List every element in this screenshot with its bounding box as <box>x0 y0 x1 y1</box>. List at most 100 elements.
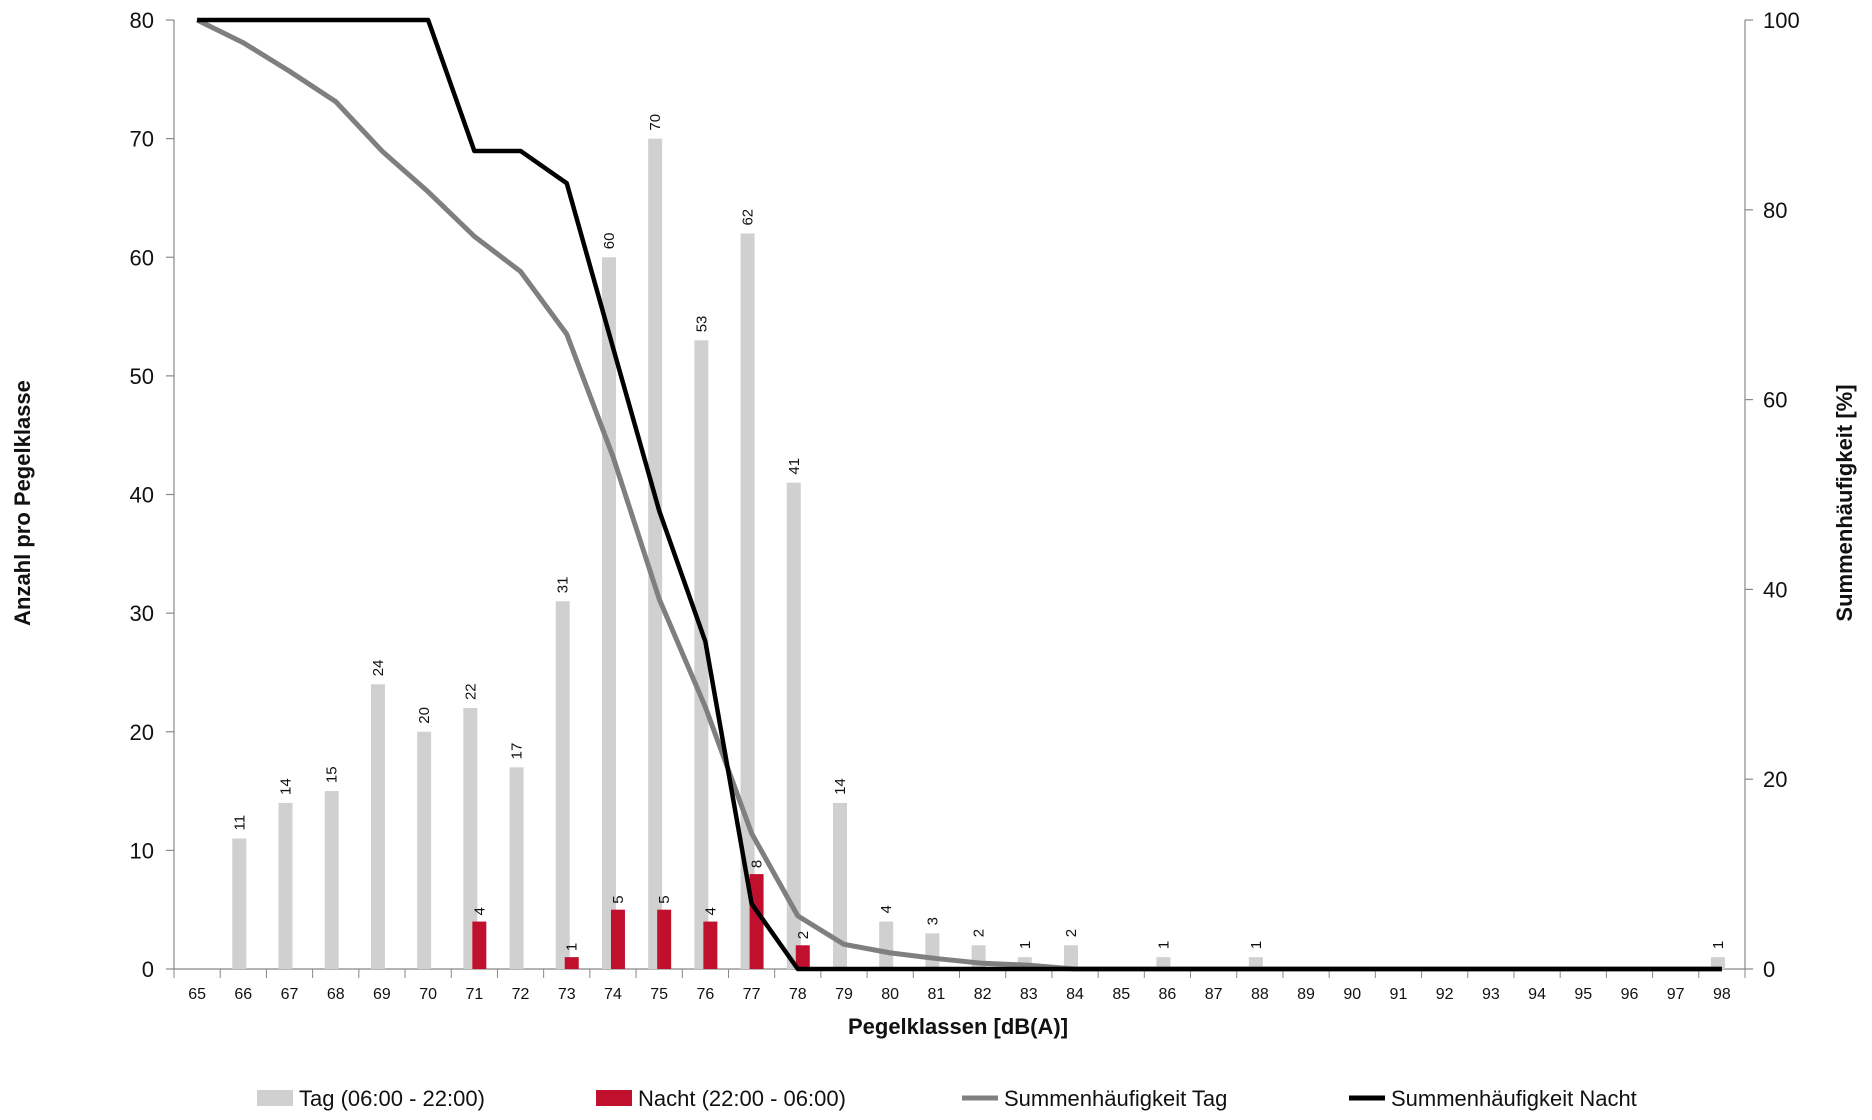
y2-tick-label: 20 <box>1763 767 1787 792</box>
bar-nacht <box>564 957 579 969</box>
bar-tag-value-label: 62 <box>740 209 757 226</box>
x-tick-label: 84 <box>1066 986 1084 1003</box>
bar-tag <box>463 708 478 969</box>
bar-nacht-value-label: 4 <box>471 907 488 915</box>
bar-tag-value-label: 15 <box>324 766 341 783</box>
bar-tag-value-label: 1 <box>1155 941 1172 949</box>
x-tick-label: 82 <box>974 986 992 1003</box>
x-tick-label: 79 <box>835 986 853 1003</box>
bar-tag <box>232 838 247 969</box>
bar-tag <box>370 684 385 969</box>
x-tick-label: 98 <box>1713 986 1731 1003</box>
bar-tag <box>417 731 432 969</box>
x-tick-label: 96 <box>1621 986 1639 1003</box>
legend-label: Nacht (22:00 - 06:00) <box>638 1086 846 1111</box>
legend-item-summenhaeufigkeit-nacht: Summenhäufigkeit Nacht <box>1349 1086 1637 1111</box>
y-tick-label: 0 <box>142 957 154 982</box>
bar-tag-value-label: 11 <box>231 815 248 831</box>
bar-tag-value-label: 22 <box>462 683 479 700</box>
legend-item-tag: Tag (06:00 - 22:00) <box>257 1086 485 1111</box>
bar-tag <box>1156 957 1171 969</box>
legend-label: Summenhäufigkeit Nacht <box>1391 1086 1637 1111</box>
bar-tag-value-label: 14 <box>832 778 849 795</box>
bar-tag-value-label: 14 <box>278 778 295 795</box>
bar-tag-value-label: 53 <box>693 316 710 333</box>
bar-tag-value-label: 1 <box>1248 941 1265 949</box>
x-tick-label: 75 <box>650 986 668 1003</box>
x-tick-label: 65 <box>188 986 206 1003</box>
x-tick-label: 68 <box>327 986 345 1003</box>
x-tick-label: 76 <box>696 986 714 1003</box>
bar-tag <box>1710 957 1725 969</box>
bar-nacht <box>749 874 764 969</box>
x-tick-label: 69 <box>373 986 391 1003</box>
bar-tag <box>694 340 709 970</box>
x-tick-label: 72 <box>512 986 530 1003</box>
y2-tick-label: 40 <box>1763 577 1787 602</box>
x-tick-label: 83 <box>1020 986 1038 1003</box>
y-tick-label: 20 <box>130 720 154 745</box>
bar-tag <box>1064 945 1079 969</box>
bar-tag-value-label: 4 <box>878 905 895 913</box>
bar-tag-value-label: 60 <box>601 233 618 250</box>
bar-nacht <box>795 945 810 969</box>
bar-tag-value-label: 70 <box>647 114 664 131</box>
bar-tag <box>740 233 755 969</box>
bar-nacht-value-label: 5 <box>610 895 627 903</box>
bar-nacht-value-label: 5 <box>656 895 673 903</box>
y-axis-title: Anzahl pro Pegelklasse <box>10 380 35 626</box>
bar-tag-value-label: 24 <box>370 660 387 677</box>
bar-tag <box>879 921 894 969</box>
x-tick-label: 95 <box>1574 986 1592 1003</box>
bar-tag-value-label: 2 <box>971 929 988 937</box>
x-tick-label: 67 <box>281 986 299 1003</box>
x-tick-label: 94 <box>1528 986 1546 1003</box>
legend: Tag (06:00 - 22:00) Nacht (22:00 - 06:00)… <box>257 1086 1637 1111</box>
bar-nacht-value-label: 4 <box>702 907 719 915</box>
y-tick-label: 60 <box>130 245 154 270</box>
bar-nacht-value-label: 2 <box>795 931 812 939</box>
bar-tag-value-label: 31 <box>555 577 572 594</box>
bar-tag <box>786 482 801 969</box>
x-axis-title: Pegelklassen [dB(A)] <box>848 1014 1068 1039</box>
bar-nacht <box>610 909 625 969</box>
bar-tag-value-label: 2 <box>1063 929 1080 937</box>
y2-axis-title: Summenhäufigkeit [%] <box>1832 384 1857 621</box>
legend-swatch <box>257 1090 293 1106</box>
bar-tag-value-label: 41 <box>786 458 803 475</box>
x-tick-label: 90 <box>1343 986 1361 1003</box>
bar-tag-value-label: 1 <box>1710 941 1727 949</box>
x-tick-label: 88 <box>1251 986 1269 1003</box>
y-tick-label: 40 <box>130 483 154 508</box>
bar-nacht-value-label: 1 <box>564 943 581 951</box>
bar-nacht <box>703 921 718 969</box>
bar-tag-value-label: 3 <box>924 917 941 925</box>
x-tick-label: 97 <box>1667 986 1685 1003</box>
bar-tag <box>648 138 663 969</box>
x-tick-label: 71 <box>465 986 483 1003</box>
bar-tag <box>1248 957 1263 969</box>
x-tick-label: 92 <box>1436 986 1454 1003</box>
line-summenhaeufigkeit-nacht <box>197 17 1722 972</box>
bar-tag <box>324 791 339 969</box>
x-tick-label: 70 <box>419 986 437 1003</box>
bar-tag <box>925 933 940 969</box>
y-tick-label: 50 <box>130 364 154 389</box>
x-tick-label: 74 <box>604 986 622 1003</box>
bar-nacht <box>472 921 487 969</box>
legend-label: Summenhäufigkeit Tag <box>1004 1086 1227 1111</box>
lines-layer <box>195 17 1722 972</box>
legend-swatch <box>596 1090 632 1106</box>
x-tick-label: 81 <box>927 986 945 1003</box>
y-tick-label: 80 <box>130 8 154 33</box>
bar-tag-value-label: 1 <box>1017 941 1034 949</box>
bar-tag <box>601 257 616 969</box>
x-tick-label: 87 <box>1205 986 1223 1003</box>
axes-layer: 0 10 20 30 40 50 60 70 80 0 20 40 60 80 100 65 66 67 68 69 7… <box>130 8 1800 1003</box>
x-tick-label: 77 <box>743 986 761 1003</box>
y-tick-label: 30 <box>130 601 154 626</box>
bar-tag-value-label: 17 <box>509 743 526 760</box>
